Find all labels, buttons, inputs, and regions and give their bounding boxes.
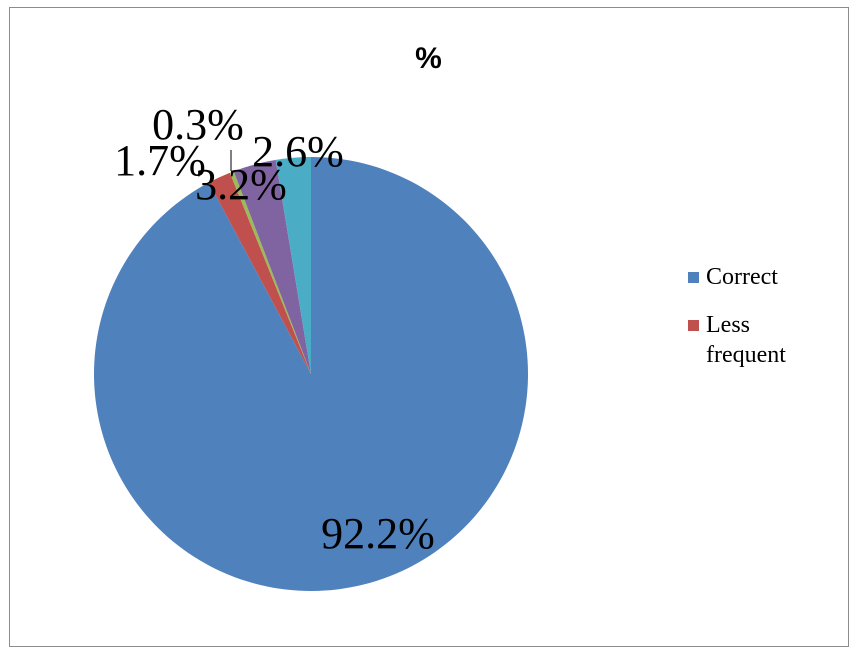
legend: Correct Less frequent bbox=[688, 262, 838, 388]
legend-item-correct: Correct bbox=[688, 262, 838, 292]
data-label-3: 3.2% bbox=[195, 160, 287, 209]
data-label-0: 92.2% bbox=[321, 509, 435, 558]
data-label-4: 2.6% bbox=[252, 127, 344, 176]
legend-swatch-correct bbox=[688, 272, 699, 283]
legend-label-less-frequent: Less frequent bbox=[706, 312, 786, 368]
pie-slice-3 bbox=[233, 159, 311, 374]
data-label-2: 0.3% bbox=[152, 100, 244, 149]
pie-slice-4 bbox=[275, 157, 311, 374]
legend-swatch-less-frequent bbox=[688, 320, 699, 331]
chart-title: % bbox=[415, 42, 442, 75]
pie-slice-1 bbox=[208, 172, 311, 374]
data-label-1: 1.7% bbox=[114, 136, 206, 185]
legend-label-correct: Correct bbox=[706, 264, 778, 290]
legend-item-less-frequent: Less frequent bbox=[688, 310, 838, 370]
pie-slice-2 bbox=[229, 171, 311, 374]
